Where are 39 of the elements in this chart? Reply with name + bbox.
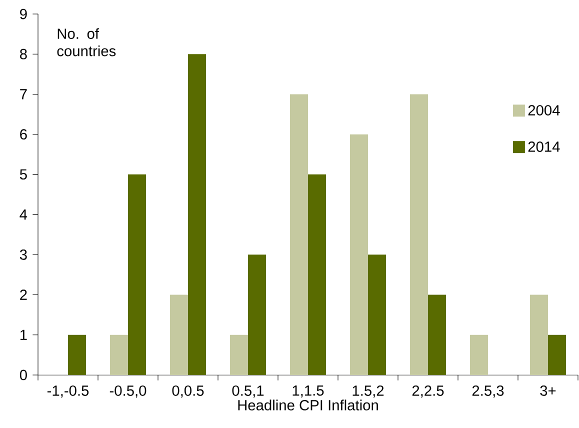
x-axis-title: Headline CPI Inflation [238, 400, 378, 410]
x-tick-label: -0.5,0 [110, 385, 146, 398]
y-tick-label: 2 [20, 290, 27, 300]
y-tick-label: 7 [20, 89, 27, 100]
legend-label: 2014 [528, 142, 560, 152]
bar [170, 294, 188, 375]
y-tick-label: 9 [20, 8, 27, 20]
x-tick-label: -1,-0.5 [47, 385, 89, 398]
bar [230, 334, 248, 375]
bar [128, 174, 146, 375]
bar [530, 294, 548, 375]
bar [188, 54, 206, 375]
bar [290, 94, 308, 375]
y-tick-label: 8 [20, 48, 27, 60]
bar [428, 294, 446, 375]
bar [308, 174, 326, 375]
y-axis-title: No. of countries [57, 28, 116, 56]
y-tick-label: 5 [20, 169, 27, 180]
x-tick-label: 3+ [540, 385, 556, 396]
bar [368, 254, 386, 375]
y-tick-label: 0 [20, 370, 27, 380]
x-tick-label: 0.5,1 [232, 385, 264, 398]
x-tick-label: 2.5,3 [472, 385, 504, 398]
bar [350, 134, 368, 375]
bar [470, 334, 488, 375]
y-tick-label: 6 [20, 129, 27, 140]
x-tick-label: 2,2.5 [412, 385, 444, 398]
x-tick-label: 1,1.5 [292, 385, 324, 398]
bar [248, 254, 266, 375]
bar [110, 334, 128, 375]
y-tick-label: 3 [20, 249, 27, 260]
legend-label: 2004 [528, 105, 560, 116]
bar [410, 94, 428, 375]
x-tick-label: 1.5,2 [352, 385, 384, 398]
y-tick-label: 4 [20, 210, 28, 220]
y-tick-label: 1 [20, 330, 27, 340]
bar [548, 334, 566, 375]
x-tick-label: 0,0.5 [172, 385, 204, 398]
bar [68, 334, 86, 375]
